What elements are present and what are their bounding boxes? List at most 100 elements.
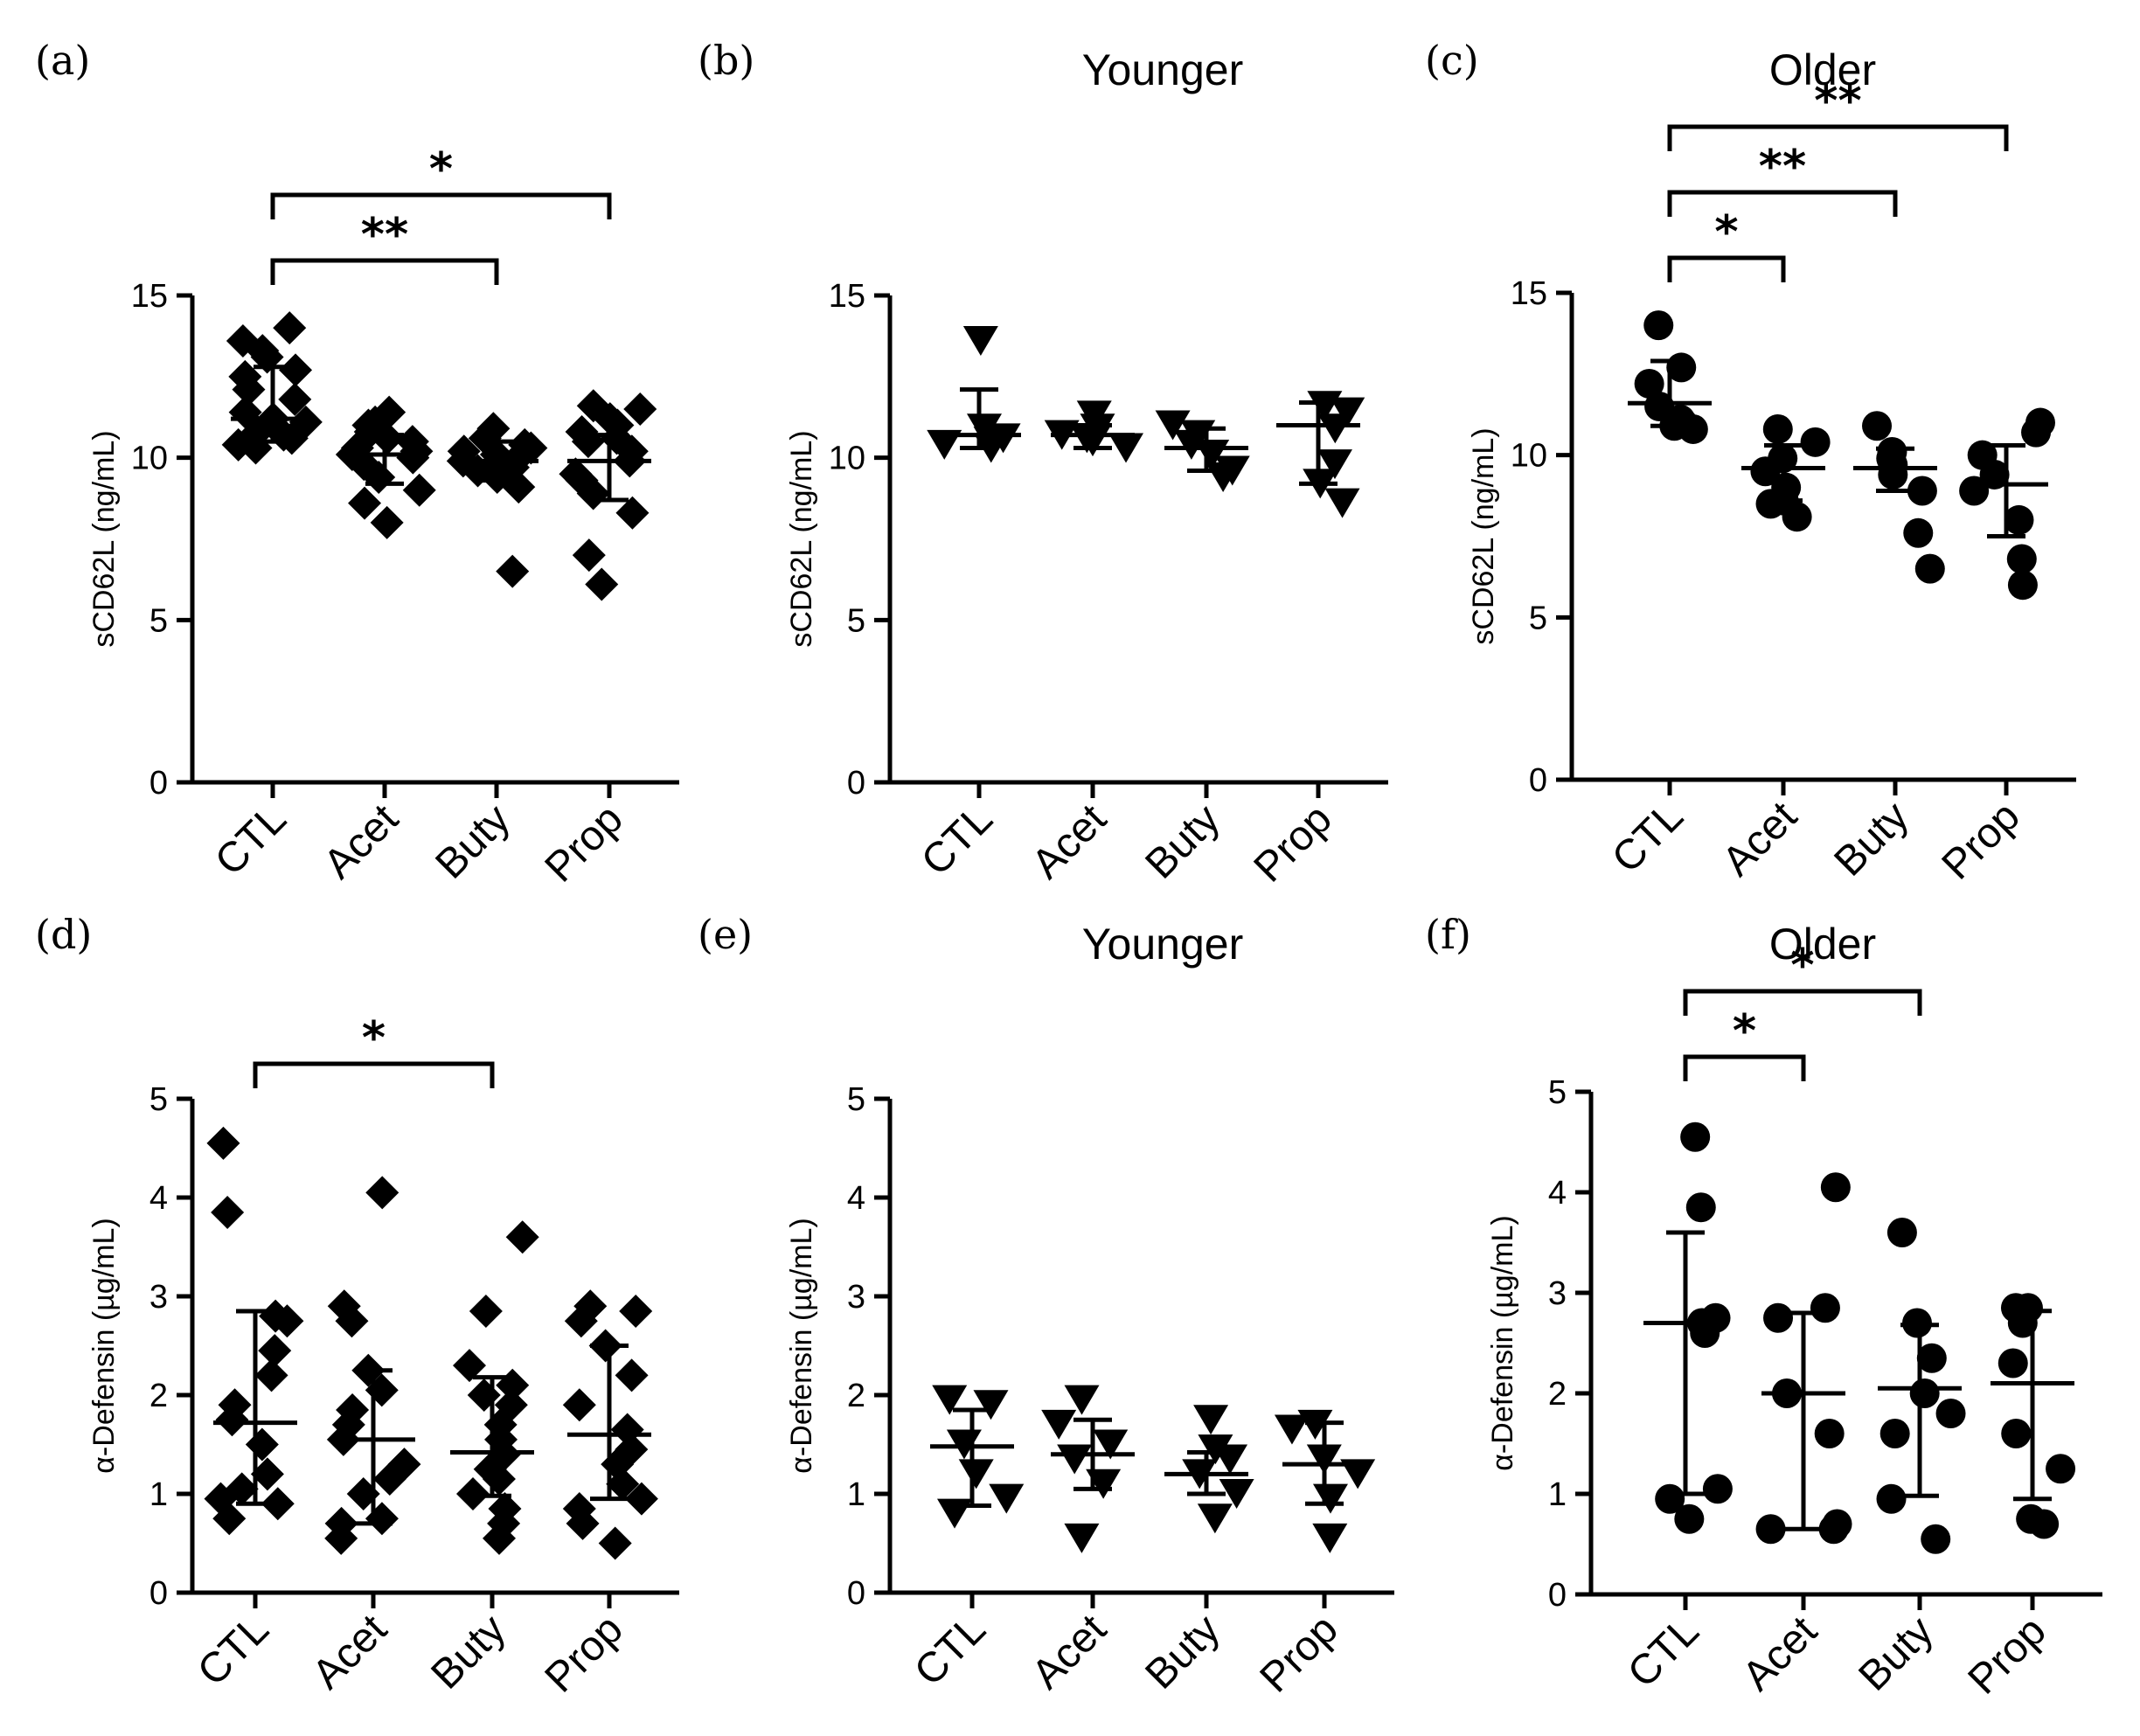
y-tick-label: 1 (847, 1476, 865, 1513)
data-point (1093, 1429, 1129, 1460)
y-tick-label: 0 (847, 765, 865, 802)
data-point (2004, 504, 2034, 535)
significance-label: * (1714, 206, 1738, 259)
data-point (370, 505, 404, 539)
data-point (1198, 1434, 1233, 1465)
data-point (402, 473, 436, 507)
data-point (989, 1483, 1025, 1514)
data-point (562, 1388, 596, 1422)
y-tick-label: 5 (1529, 600, 1547, 636)
data-point (1340, 1459, 1376, 1489)
series-prop (559, 389, 657, 601)
data-point (2046, 1454, 2076, 1484)
data-point (1998, 1348, 2028, 1378)
x-tick-label: Buty (422, 1606, 514, 1698)
data-point (278, 382, 312, 416)
panel-title: Older (1769, 45, 1876, 94)
panel-title: Older (1769, 920, 1876, 969)
data-point (1193, 1405, 1229, 1435)
series-ctl (204, 1126, 304, 1536)
y-tick-label: 2 (1548, 1376, 1567, 1413)
significance-bracket (1667, 124, 2009, 151)
data-point (619, 1294, 653, 1328)
data-point (564, 1304, 598, 1338)
data-point (331, 1407, 365, 1441)
x-tick-label: Prop (1246, 795, 1341, 891)
panel-title: Younger (1082, 920, 1243, 969)
y-axis-label: sCD62L (ng/mL) (785, 430, 818, 647)
data-point (1685, 1192, 1716, 1223)
data-point (1057, 1444, 1093, 1475)
y-tick-label: 0 (149, 1575, 168, 1612)
significance-label: * (1790, 940, 1814, 992)
data-point (623, 392, 657, 426)
y-tick-label: 3 (1548, 1275, 1567, 1312)
data-point (1680, 1121, 1711, 1152)
panel-label: (c) (1425, 37, 1479, 84)
significance-bracket (1667, 190, 1898, 217)
data-point (335, 1304, 369, 1338)
series-acet (324, 1176, 421, 1555)
data-point (1762, 413, 1793, 444)
significance-label: * (1733, 1005, 1756, 1058)
data-point (261, 1487, 295, 1521)
series-ctl (1643, 1121, 1733, 1534)
data-point (598, 1526, 632, 1560)
y-tick-label: 5 (1548, 1074, 1567, 1111)
chart-panel: (f) Older 0 1 2 3 4 5 α-Defensin (µg/mL) CTL Acet B… (1425, 911, 2102, 1703)
y-tick-label: 1 (149, 1476, 168, 1513)
data-point (1690, 1318, 1720, 1348)
data-point (932, 1385, 968, 1415)
data-point (324, 1521, 358, 1555)
chart-panel: (d) 0 1 2 3 4 5 α-Defensin (µg/mL) CTL Acet Buty Pr… (35, 911, 679, 1701)
data-point (606, 1467, 640, 1501)
data-point (395, 425, 429, 459)
y-tick-label: 2 (149, 1378, 168, 1414)
chart-panel: (e) Younger 0 1 2 3 4 5 α-Defensin (µg/mL) CTL Ace… (698, 911, 1394, 1701)
y-tick-label: 5 (847, 602, 865, 639)
y-tick-label: 5 (149, 602, 168, 639)
data-point (593, 402, 627, 436)
data-point (258, 1334, 292, 1368)
y-tick-label: 0 (149, 765, 168, 802)
significance-label: * (362, 1012, 386, 1065)
y-tick-label: 0 (1529, 762, 1547, 799)
x-tick-label: CTL (189, 1606, 278, 1695)
y-tick-label: 1 (1548, 1476, 1567, 1513)
data-point (270, 1304, 304, 1338)
significance-bracket (270, 258, 499, 285)
data-point (1886, 1218, 1917, 1247)
data-point (254, 1358, 288, 1392)
data-point (1312, 1523, 1348, 1553)
data-point (1800, 427, 1831, 457)
data-point (279, 353, 313, 387)
data-point (1909, 1378, 1940, 1408)
data-point (973, 1390, 1009, 1420)
x-tick-label: Buty (1136, 795, 1228, 887)
series-ctl (1628, 310, 1712, 444)
y-axis-label: α-Defensin (µg/mL) (785, 1218, 818, 1473)
x-tick-label: Prop (1252, 1606, 1347, 1701)
panel-label: (b) (698, 37, 754, 84)
significance-label: ** (361, 209, 408, 261)
data-point (566, 1506, 600, 1540)
data-point (505, 1220, 539, 1254)
y-axis-label: α-Defensin (µg/mL) (1486, 1215, 1519, 1470)
data-point (348, 486, 382, 520)
series-buty (1853, 411, 1945, 584)
data-point (1935, 1399, 1966, 1428)
data-point (1324, 488, 1360, 518)
x-tick-label: Buty (1136, 1606, 1228, 1698)
y-tick-label: 15 (1511, 275, 1547, 312)
data-point (1810, 1293, 1840, 1323)
data-point (624, 1482, 658, 1516)
x-tick-label: Prop (537, 795, 632, 891)
data-point (2007, 1308, 2038, 1338)
y-axis-label: sCD62L (ng/mL) (87, 430, 121, 647)
data-point (1655, 1483, 1685, 1514)
data-point (1064, 1523, 1100, 1553)
y-tick-label: 3 (847, 1279, 865, 1316)
series-buty (1164, 1405, 1254, 1534)
panel-label: (f) (1425, 911, 1471, 958)
series-prop (1991, 1293, 2076, 1539)
